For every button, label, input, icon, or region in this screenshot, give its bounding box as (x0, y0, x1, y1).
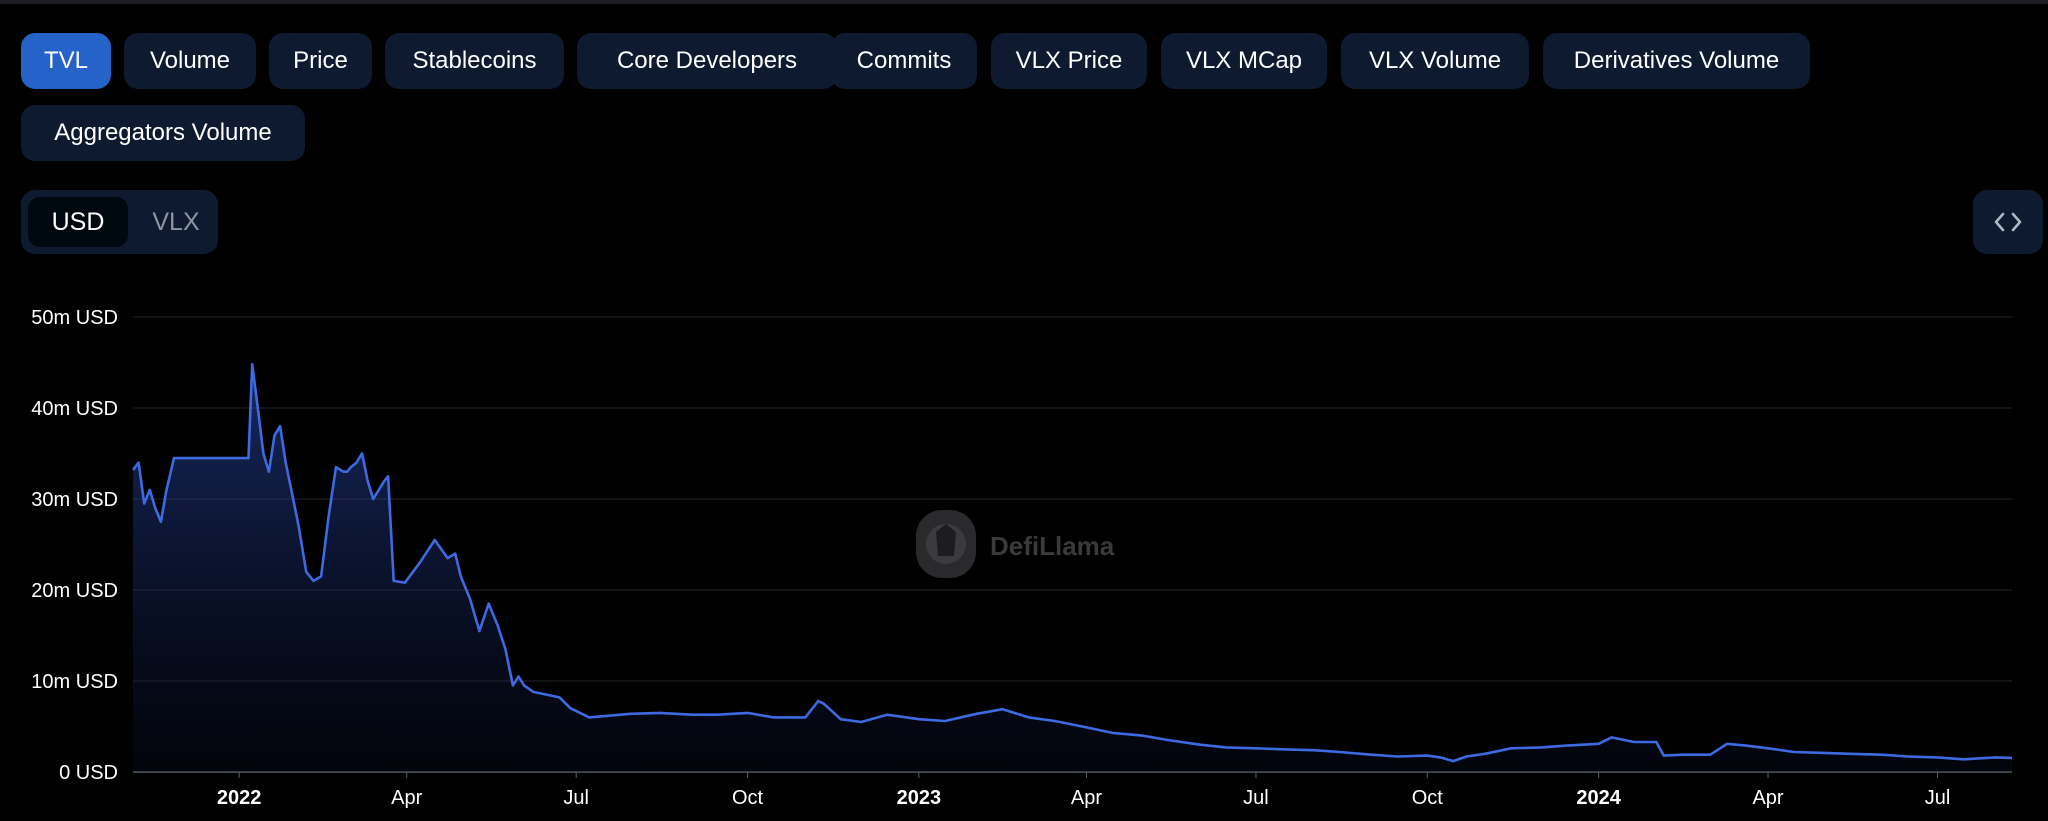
y-axis: 0 USD 10m USD 20m USD 30m USD 40m USD 50m USD (31, 307, 118, 784)
y-tick-label: 50m USD (31, 307, 118, 329)
watermark-text: DefiLlama (990, 531, 1115, 561)
tvl-line (131, 363, 2013, 763)
x-tick-label: 2022 (217, 787, 262, 809)
currency-toggle: USD VLX (21, 190, 218, 254)
currency-option-vlx[interactable]: VLX (152, 207, 200, 236)
tab-vlx-price[interactable]: VLX Price (991, 33, 1147, 89)
x-tick-label: Jul (563, 787, 589, 809)
top-border (0, 0, 2048, 4)
code-icon (1994, 212, 2022, 232)
tab-commits[interactable]: Commits (831, 33, 977, 89)
x-axis: 2022 Apr Jul Oct 2023 Apr Jul Oct 2024 Apr Jul (217, 772, 1950, 809)
x-tick-label: Jul (1925, 787, 1951, 809)
tab-vlx-volume[interactable]: VLX Volume (1341, 33, 1529, 89)
tvl-area (133, 364, 2012, 772)
tab-core-developers[interactable]: Core Developers (577, 33, 837, 89)
tab-tvl[interactable]: TVL (21, 33, 111, 89)
tab-derivatives-volume[interactable]: Derivatives Volume (1543, 33, 1810, 89)
y-tick-label: 10m USD (31, 671, 118, 693)
watermark: DefiLlama (916, 510, 1115, 578)
tab-aggregators-volume[interactable]: Aggregators Volume (21, 105, 305, 161)
tab-volume[interactable]: Volume (124, 33, 256, 89)
y-tick-label: 30m USD (31, 489, 118, 511)
y-tick-label: 0 USD (59, 762, 118, 784)
x-tick-label: Oct (1412, 787, 1444, 809)
x-tick-label: Oct (732, 787, 764, 809)
embed-button[interactable] (1973, 190, 2043, 254)
x-tick-label: Apr (1071, 787, 1102, 809)
x-tick-label: 2023 (897, 787, 942, 809)
x-tick-label: Jul (1243, 787, 1269, 809)
x-tick-label: Apr (391, 787, 422, 809)
tab-stablecoins[interactable]: Stablecoins (385, 33, 564, 89)
x-tick-label: Apr (1752, 787, 1783, 809)
currency-option-usd[interactable]: USD (28, 197, 128, 247)
tab-vlx-mcap[interactable]: VLX MCap (1161, 33, 1327, 89)
x-tick-label: 2024 (1576, 787, 1621, 809)
y-tick-label: 40m USD (31, 398, 118, 420)
tab-price[interactable]: Price (269, 33, 372, 89)
y-tick-label: 20m USD (31, 580, 118, 602)
